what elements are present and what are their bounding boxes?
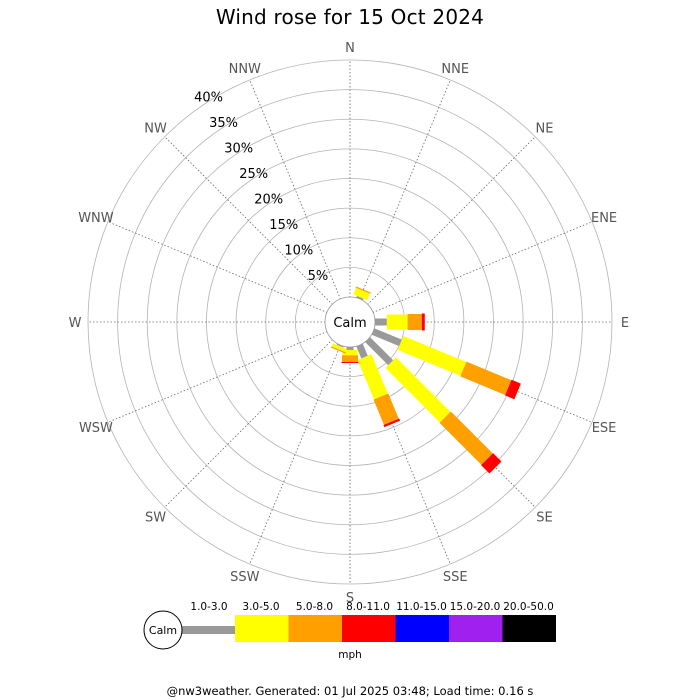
legend-swatch-11.0-15.0 <box>395 615 449 642</box>
radial-tick-label-5: 25% <box>239 167 268 182</box>
direction-label-nne: NNE <box>441 62 469 77</box>
direction-label-ssw: SSW <box>230 570 260 585</box>
direction-label-wnw: WNW <box>78 211 114 226</box>
radial-tick-label-3: 15% <box>269 218 298 233</box>
direction-label-ese: ESE <box>592 421 617 436</box>
direction-label-n: N <box>345 41 355 56</box>
direction-label-wsw: WSW <box>79 421 113 436</box>
calm-circle <box>324 296 376 348</box>
grid-ring-5 <box>176 148 524 496</box>
bar-e-8.0-11.0 <box>421 313 425 331</box>
spoke-ssw <box>249 321 351 565</box>
radial-tick-label-7: 35% <box>209 116 238 131</box>
spoke-wnw <box>107 221 351 323</box>
direction-label-w: W <box>69 316 82 331</box>
spoke-wsw <box>107 321 351 423</box>
bar-s-1.0-3.0 <box>346 347 354 350</box>
bar-se-5.0-8.0 <box>439 411 493 465</box>
radial-tick-label-6: 30% <box>224 141 253 156</box>
bar-sse-5.0-8.0 <box>373 393 399 425</box>
direction-label-sw: SW <box>145 510 166 525</box>
direction-label-nw: NW <box>144 122 167 137</box>
legend-swatch-5.0-8.0 <box>288 615 342 642</box>
legend-calm-circle <box>143 610 183 650</box>
legend-swatch-8.0-11.0 <box>342 615 396 642</box>
bar-nne-1.0-3.0 <box>356 295 364 301</box>
bar-ese-1.0-3.0 <box>371 328 402 347</box>
chart-title: Wind rose for 15 Oct 2024 <box>215 5 485 29</box>
bar-e-1.0-3.0 <box>375 318 387 326</box>
legend-swatch-3.0-5.0 <box>235 615 289 642</box>
legend-swatch-15.0-20.0 <box>449 615 503 642</box>
bar-ese-5.0-8.0 <box>460 361 512 395</box>
legend-label-20.0-50.0: 20.0-50.0 <box>503 601 554 613</box>
bar-s-3.0-5.0 <box>342 349 358 356</box>
bar-se-8.0-11.0 <box>481 453 502 474</box>
spoke-sw <box>164 321 351 508</box>
direction-label-nnw: NNW <box>229 62 261 77</box>
grid-ring-8 <box>87 59 613 585</box>
spoke-nw <box>164 136 351 323</box>
calm-label: Calm <box>333 316 366 331</box>
radial-tick-label-2: 10% <box>284 243 313 258</box>
bar-nne-5.0-8.0 <box>355 286 371 294</box>
direction-label-se: SE <box>536 510 552 525</box>
spoke-ne <box>349 136 536 323</box>
legend-unit-label: mph <box>338 649 362 661</box>
spoke-nnw <box>249 79 351 323</box>
bar-se-3.0-5.0 <box>385 357 451 423</box>
bar-ssw-3.0-5.0 <box>331 343 347 353</box>
bar-ssw-1.0-3.0 <box>336 343 344 348</box>
direction-label-ene: ENE <box>591 211 617 226</box>
bar-ese-8.0-11.0 <box>505 379 521 400</box>
radial-tick-label-1: 5% <box>308 269 329 284</box>
radial-tick-label-4: 20% <box>254 192 283 207</box>
bar-sse-8.0-11.0 <box>383 418 401 428</box>
legend-label-3.0-5.0: 3.0-5.0 <box>242 601 279 613</box>
spoke-nne <box>349 79 451 323</box>
grid-ring-3 <box>235 207 465 437</box>
legend-label-1.0-3.0: 1.0-3.0 <box>190 601 227 613</box>
legend-label-11.0-15.0: 11.0-15.0 <box>396 601 447 613</box>
direction-label-e: E <box>621 316 629 331</box>
bar-sse-3.0-5.0 <box>357 354 388 400</box>
bar-e-3.0-5.0 <box>386 314 408 330</box>
legend-swatch-20.0-50.0 <box>502 615 556 642</box>
bar-se-1.0-3.0 <box>365 337 394 366</box>
legend-label-5.0-8.0: 5.0-8.0 <box>296 601 333 613</box>
bar-s-8.0-11.0 <box>341 361 359 363</box>
footer-text: @nw3weather. Generated: 01 Jul 2025 03:4… <box>166 684 534 698</box>
bar-nne-3.0-5.0 <box>353 287 370 301</box>
bar-sse-1.0-3.0 <box>356 343 368 359</box>
bar-s-5.0-8.0 <box>342 355 358 362</box>
direction-label-s: S <box>346 591 354 606</box>
legend-label-15.0-20.0: 15.0-20.0 <box>450 601 501 613</box>
bar-ssw-5.0-8.0 <box>330 346 347 354</box>
radial-tick-label-8: 40% <box>194 90 223 105</box>
legend-calm-label: Calm <box>149 624 177 637</box>
direction-label-ne: NE <box>535 122 553 137</box>
bar-e-5.0-8.0 <box>407 314 422 330</box>
legend-label-8.0-11.0: 8.0-11.0 <box>346 601 390 613</box>
direction-label-sse: SSE <box>443 570 468 585</box>
bar-ese-3.0-5.0 <box>397 335 467 376</box>
spoke-sse <box>349 321 451 565</box>
spoke-ene <box>349 221 593 323</box>
grid-ring-6 <box>146 118 554 526</box>
